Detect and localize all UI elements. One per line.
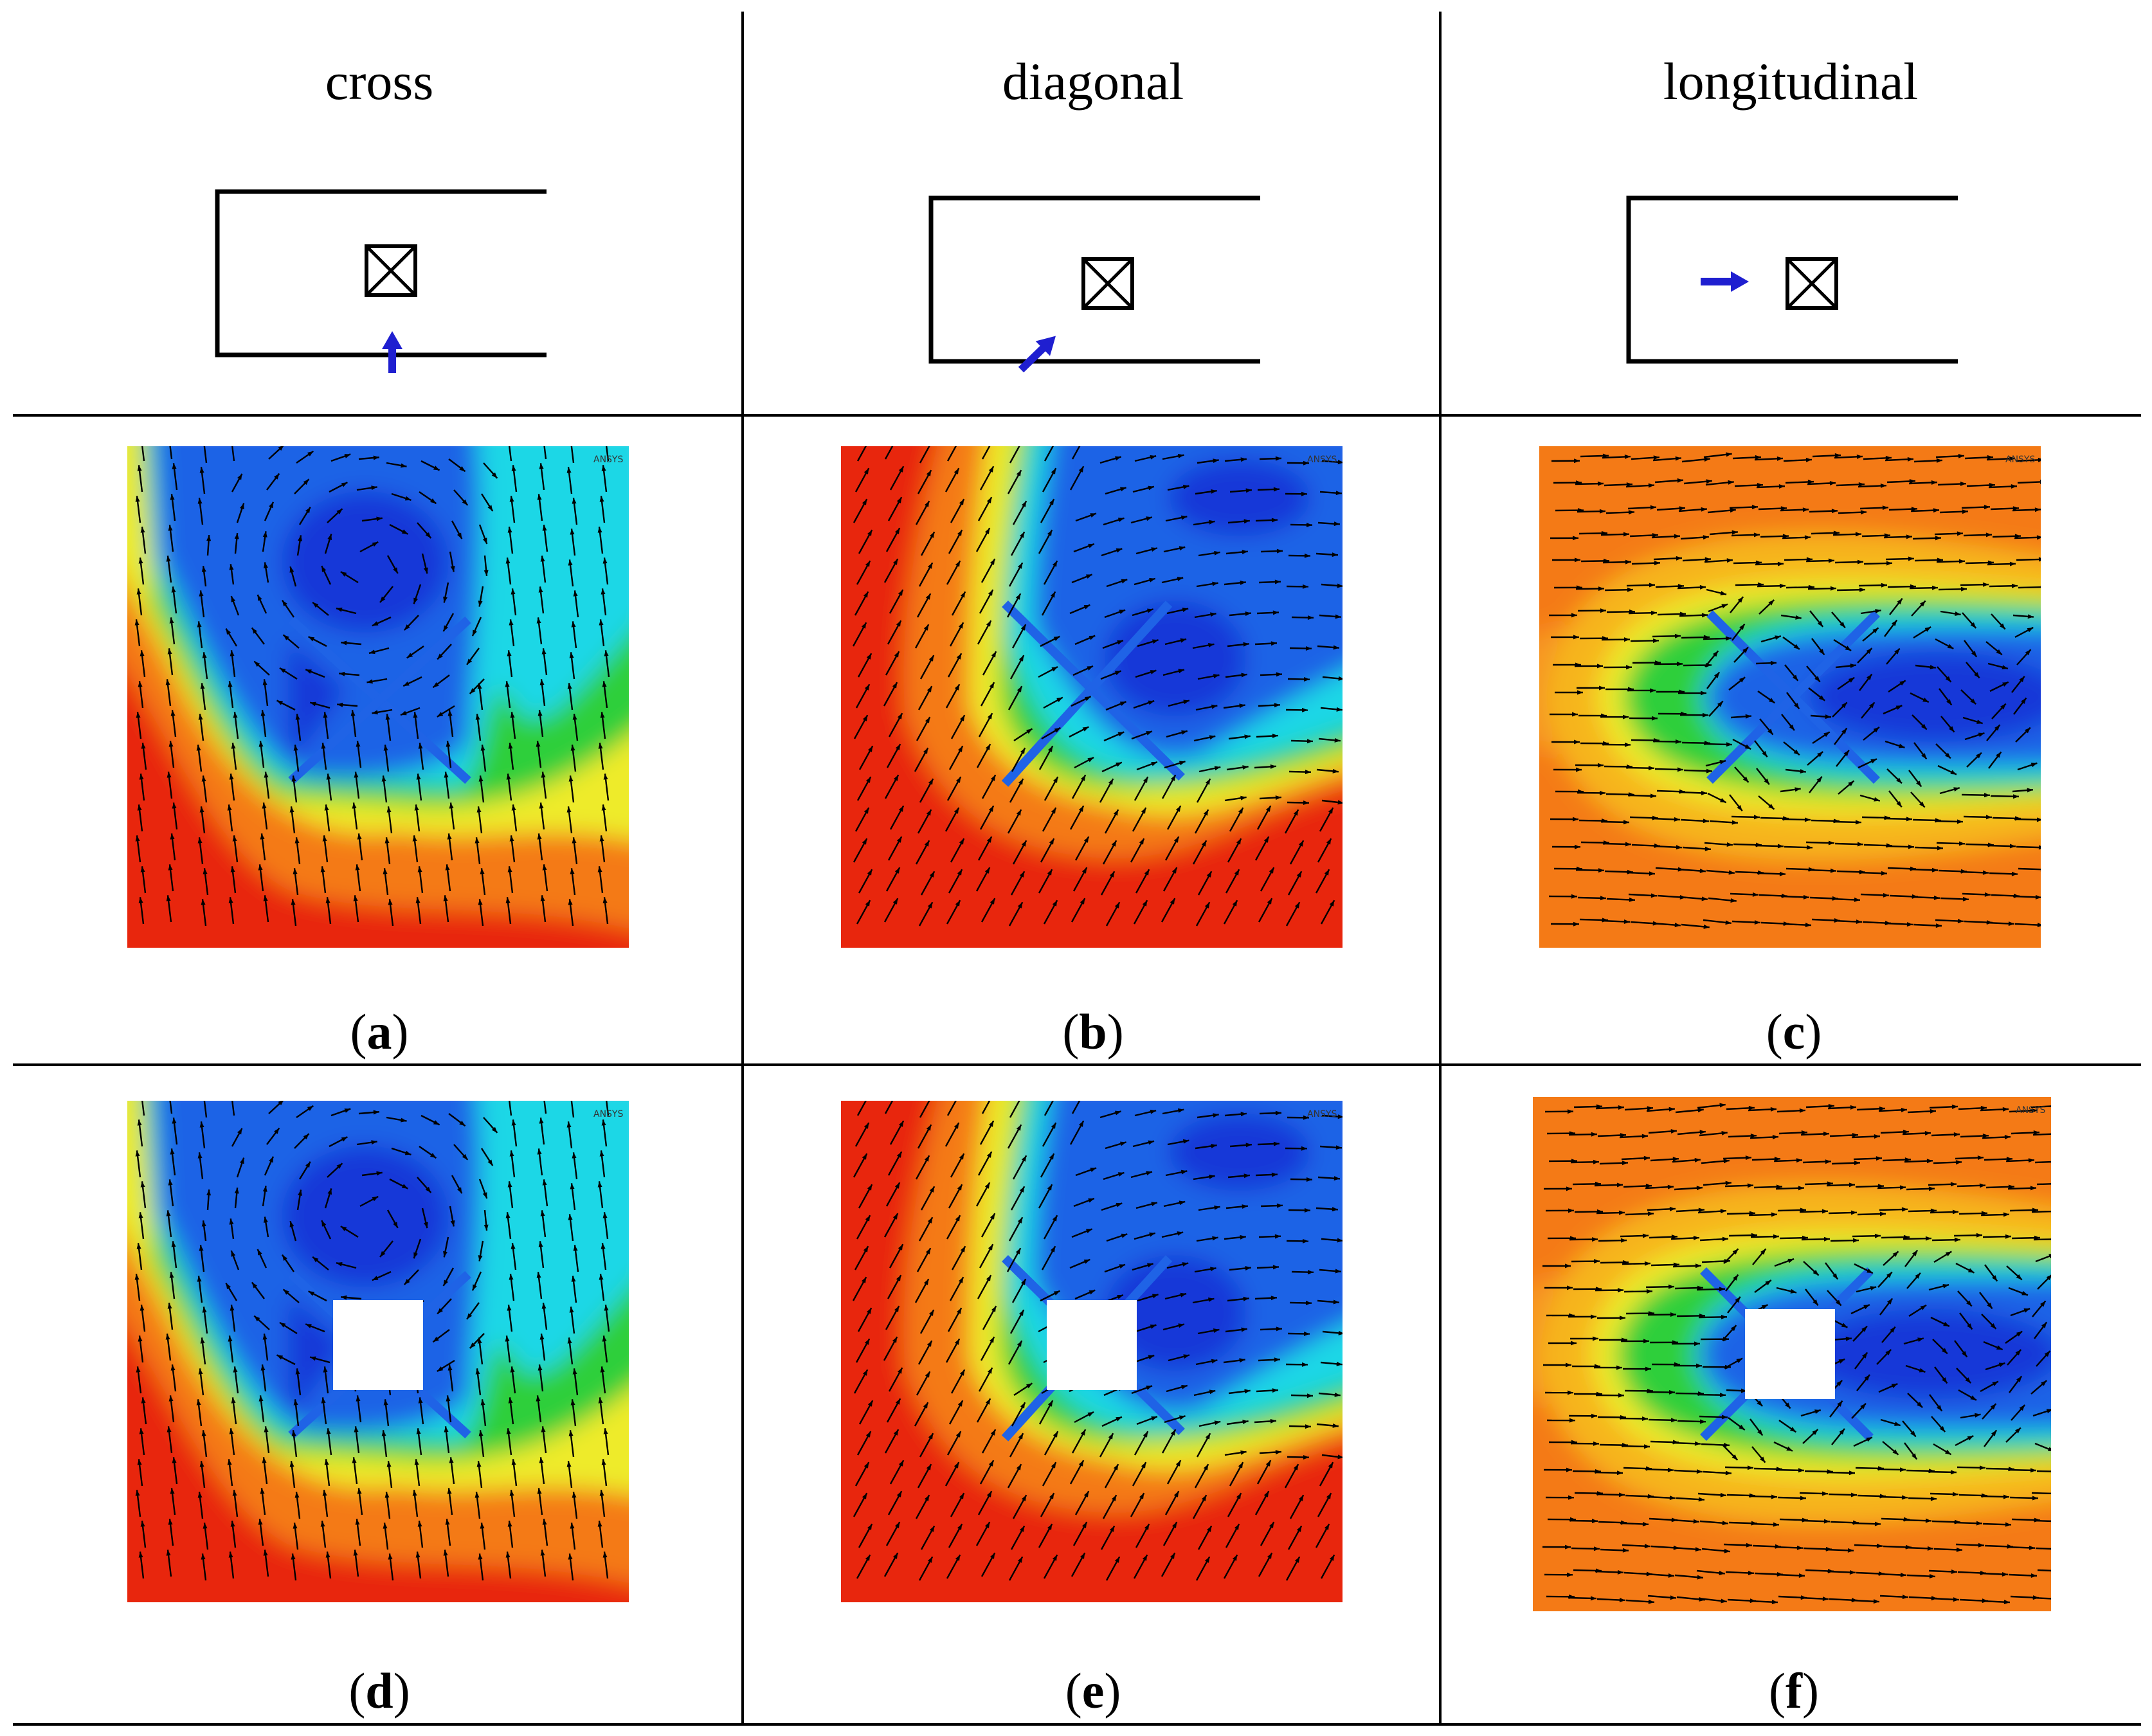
svg-text:ANSYS: ANSYS <box>593 1109 623 1119</box>
panel-label-c: (c) <box>1766 1004 1822 1060</box>
schematic-longitudinal <box>1617 186 1977 379</box>
flow-direction-arrow-icon <box>1701 271 1749 292</box>
column-title-longitudinal: longitudinal <box>1663 52 1919 111</box>
svg-text:ANSYS: ANSYS <box>1307 1109 1337 1119</box>
velocity-panel-e: ANSYS <box>841 1101 1343 1602</box>
svg-text:ANSYS: ANSYS <box>2016 1105 2045 1116</box>
panel-label-a: (a) <box>350 1004 409 1060</box>
svg-text:ANSYS: ANSYS <box>593 455 623 465</box>
building-block <box>333 1300 423 1390</box>
flow-vectors <box>1548 452 2041 929</box>
building-block <box>1745 1309 1835 1399</box>
velocity-panel-d: ANSYS <box>127 1101 629 1602</box>
schematic-cross <box>206 180 566 379</box>
schematic-diagonal <box>919 186 1279 379</box>
velocity-panel-f: ANSYS <box>1533 1097 2051 1611</box>
flow-vectors <box>852 446 1343 927</box>
obstacle-icon <box>1081 257 1134 310</box>
flow-vectors <box>134 1101 610 1581</box>
panel-label-f: (f) <box>1769 1663 1819 1719</box>
column-title-cross: cross <box>325 52 434 111</box>
panel-label-e: (e) <box>1065 1663 1121 1719</box>
flow-vectors <box>1542 1103 2051 1605</box>
velocity-panel-b: ANSYS <box>841 446 1343 948</box>
obstacle-icon <box>365 244 417 297</box>
panel-label-d: (d) <box>348 1663 410 1719</box>
svg-text:ANSYS: ANSYS <box>2005 455 2035 465</box>
table-line-col-1 <box>741 12 744 1724</box>
flow-vectors <box>134 446 610 927</box>
velocity-panel-a: ANSYS <box>127 446 629 948</box>
table-line-middle-top <box>13 414 2141 417</box>
table-line-col-2 <box>1439 12 1442 1724</box>
velocity-panel-c: ANSYS <box>1539 446 2041 948</box>
column-title-diagonal: diagonal <box>1002 52 1184 111</box>
table-line-bottom <box>13 1723 2141 1726</box>
svg-text:ANSYS: ANSYS <box>1307 455 1337 465</box>
table-line-middle-bottom <box>13 1063 2141 1066</box>
flow-direction-arrow-icon <box>1018 336 1056 373</box>
obstacle-icon <box>1786 257 1838 310</box>
panel-label-b: (b) <box>1062 1004 1124 1060</box>
building-block <box>1047 1300 1137 1390</box>
flow-direction-arrow-icon <box>382 331 402 379</box>
flow-vectors <box>852 1101 1343 1581</box>
